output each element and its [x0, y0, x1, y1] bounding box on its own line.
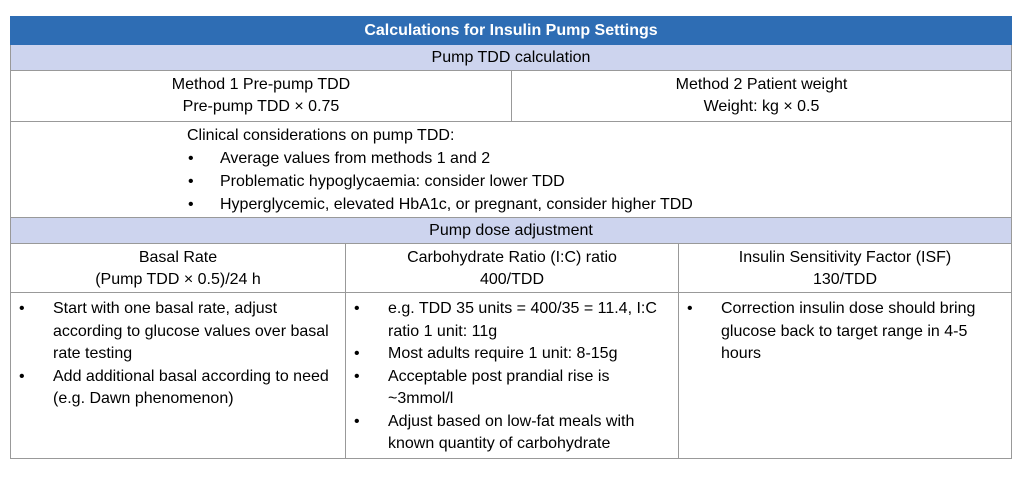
- carb-ratio-name: Carbohydrate Ratio (I:C) ratio: [407, 249, 617, 266]
- method-2-formula: Weight: kg × 0.5: [703, 98, 820, 115]
- basal-rate-details: Start with one basal rate, adjust accord…: [11, 293, 345, 458]
- list-item: Problematic hypoglycaemia: consider lowe…: [187, 170, 1011, 193]
- list-item: Add additional basal according to need (…: [11, 366, 345, 411]
- tdd-section-header: Pump TDD calculation: [10, 45, 1012, 71]
- basal-rate-formula: (Pump TDD × 0.5)/24 h: [95, 271, 261, 288]
- method-1-formula: Pre-pump TDD × 0.75: [182, 98, 340, 115]
- isf-name: Insulin Sensitivity Factor (ISF): [738, 249, 952, 266]
- method-2-name: Method 2 Patient weight: [675, 76, 848, 93]
- methods-row: Method 1 Pre-pump TDD Pre-pump TDD × 0.7…: [10, 71, 1012, 122]
- isf-header: Insulin Sensitivity Factor (ISF) 130/TDD: [678, 244, 1011, 292]
- carb-ratio-list: e.g. TDD 35 units = 400/35 = 11.4, I:C r…: [346, 298, 678, 456]
- isf-details: Correction insulin dose should bring glu…: [678, 293, 1011, 458]
- list-item: Adjust based on low-fat meals with known…: [346, 411, 678, 456]
- clinical-heading: Clinical considerations on pump TDD:: [187, 127, 455, 144]
- adjust-section-header: Pump dose adjustment: [10, 218, 1012, 244]
- basal-rate-header: Basal Rate (Pump TDD × 0.5)/24 h: [11, 244, 345, 292]
- isf-list: Correction insulin dose should bring glu…: [679, 298, 1011, 366]
- table-title: Calculations for Insulin Pump Settings: [10, 16, 1012, 45]
- list-item: Start with one basal rate, adjust accord…: [11, 298, 345, 366]
- list-item: Most adults require 1 unit: 8-15g: [346, 343, 678, 366]
- carb-ratio-formula: 400/TDD: [479, 271, 545, 288]
- carb-ratio-header: Carbohydrate Ratio (I:C) ratio 400/TDD: [345, 244, 678, 292]
- method-2-cell: Method 2 Patient weight Weight: kg × 0.5: [511, 71, 1011, 121]
- method-1-name: Method 1 Pre-pump TDD: [171, 76, 351, 93]
- adjust-headers-row: Basal Rate (Pump TDD × 0.5)/24 h Carbohy…: [10, 244, 1012, 293]
- basal-rate-list: Start with one basal rate, adjust accord…: [11, 298, 345, 411]
- basal-rate-name: Basal Rate: [138, 249, 218, 266]
- clinical-list: Average values from methods 1 and 2 Prob…: [187, 147, 1011, 216]
- isf-formula: 130/TDD: [812, 271, 878, 288]
- list-item: Hyperglycemic, elevated HbA1c, or pregna…: [187, 193, 1011, 216]
- list-item: Acceptable post prandial rise is ~3mmol/…: [346, 366, 678, 411]
- list-item: Average values from methods 1 and 2: [187, 147, 1011, 170]
- clinical-considerations: Clinical considerations on pump TDD: Ave…: [10, 122, 1012, 218]
- list-item: e.g. TDD 35 units = 400/35 = 11.4, I:C r…: [346, 298, 678, 343]
- insulin-pump-table: Calculations for Insulin Pump Settings P…: [10, 16, 1012, 459]
- adjust-details-row: Start with one basal rate, adjust accord…: [10, 293, 1012, 459]
- method-1-cell: Method 1 Pre-pump TDD Pre-pump TDD × 0.7…: [11, 71, 511, 121]
- list-item: Correction insulin dose should bring glu…: [679, 298, 1011, 366]
- carb-ratio-details: e.g. TDD 35 units = 400/35 = 11.4, I:C r…: [345, 293, 678, 458]
